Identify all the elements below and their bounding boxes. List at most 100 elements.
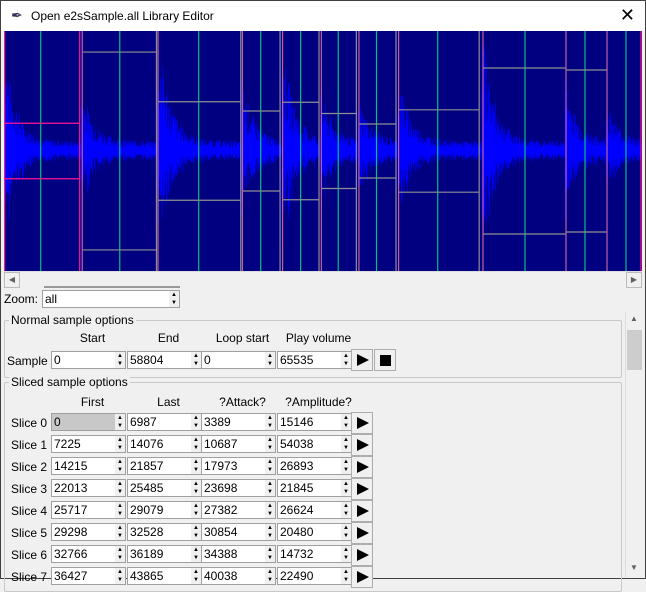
slice-first-spinbox[interactable]: ▲▼: [51, 545, 126, 563]
spin-arrows-icon[interactable]: ▲ ▼: [341, 502, 351, 518]
slice-last-spinbox-input[interactable]: [128, 436, 201, 452]
slice-last-spinbox-input[interactable]: [128, 502, 201, 518]
slice-first-spinbox[interactable]: ▲▼: [51, 501, 126, 519]
close-icon[interactable]: ✕: [619, 5, 635, 25]
slice-first-spinbox[interactable]: ▲▼: [51, 435, 126, 453]
play-button[interactable]: [351, 566, 373, 588]
slice-amplitude-spinbox-input[interactable]: [278, 414, 351, 430]
play-button[interactable]: [351, 456, 373, 478]
spin-arrows-icon[interactable]: ▲ ▼: [115, 524, 125, 540]
slice-last-spinbox[interactable]: ▲▼: [127, 413, 202, 431]
play-button[interactable]: [351, 349, 373, 371]
slice-last-spinbox[interactable]: ▲▼: [127, 545, 202, 563]
slice-amplitude-spinbox[interactable]: ▲▼: [277, 457, 352, 475]
slice-last-spinbox-input[interactable]: [128, 524, 201, 540]
slice-last-spinbox[interactable]: ▲▼: [127, 523, 202, 541]
spin-arrows-icon[interactable]: ▲ ▼: [191, 546, 201, 562]
sample-end-spinbox-input[interactable]: [128, 352, 201, 368]
play-button[interactable]: [351, 412, 373, 434]
spin-arrows-icon[interactable]: ▲ ▼: [191, 524, 201, 540]
slice-attack-spinbox-input[interactable]: [202, 436, 275, 452]
zoom-spinbox[interactable]: ▲▼: [42, 290, 180, 308]
slice-amplitude-spinbox-input[interactable]: [278, 546, 351, 562]
slice-last-spinbox[interactable]: ▲▼: [127, 457, 202, 475]
sample-loop-start-spinbox[interactable]: ▲▼: [201, 351, 276, 369]
slice-last-spinbox[interactable]: ▲▼: [127, 435, 202, 453]
play-button[interactable]: [351, 434, 373, 456]
slice-attack-spinbox[interactable]: ▲▼: [201, 435, 276, 453]
waveform-canvas[interactable]: [4, 31, 642, 271]
slice-attack-spinbox[interactable]: ▲▼: [201, 523, 276, 541]
slice-attack-spinbox-input[interactable]: [202, 458, 275, 474]
slice-first-spinbox-input[interactable]: [52, 524, 125, 540]
spin-arrows-icon[interactable]: ▲ ▼: [115, 414, 125, 430]
spin-arrows-icon[interactable]: ▲ ▼: [265, 546, 275, 562]
spin-arrows-icon[interactable]: ▲ ▼: [191, 502, 201, 518]
slice-attack-spinbox-input[interactable]: [202, 502, 275, 518]
spin-arrows-icon[interactable]: ▲ ▼: [265, 502, 275, 518]
spin-arrows-icon[interactable]: ▲ ▼: [341, 546, 351, 562]
slice-amplitude-spinbox[interactable]: ▲▼: [277, 545, 352, 563]
spin-arrows-icon[interactable]: ▲ ▼: [115, 546, 125, 562]
sample-start-spinbox[interactable]: ▲▼: [51, 351, 126, 369]
spin-arrows-icon[interactable]: ▲ ▼: [265, 458, 275, 474]
spin-arrows-icon[interactable]: ▲ ▼: [115, 502, 125, 518]
spin-arrows-icon[interactable]: ▲ ▼: [265, 524, 275, 540]
slice-attack-spinbox-input[interactable]: [202, 546, 275, 562]
spin-arrows-icon[interactable]: ▲ ▼: [191, 480, 201, 496]
slice-amplitude-spinbox[interactable]: ▲▼: [277, 479, 352, 497]
slice-amplitude-spinbox[interactable]: ▲▼: [277, 523, 352, 541]
slice-first-spinbox-input[interactable]: [52, 480, 125, 496]
slice-first-spinbox-input[interactable]: [52, 414, 116, 430]
spin-arrows-icon[interactable]: ▲ ▼: [265, 480, 275, 496]
sample-play-volume-spinbox-input[interactable]: [278, 352, 351, 368]
slice-amplitude-spinbox-input[interactable]: [278, 502, 351, 518]
slice-attack-spinbox[interactable]: ▲▼: [201, 479, 276, 497]
slice-first-spinbox-input[interactable]: [52, 458, 125, 474]
slice-attack-spinbox[interactable]: ▲▼: [201, 413, 276, 431]
slice-attack-spinbox[interactable]: ▲▼: [201, 457, 276, 475]
spin-arrows-icon[interactable]: ▲ ▼: [191, 458, 201, 474]
scroll-up-icon[interactable]: ▲: [626, 312, 642, 328]
slice-amplitude-spinbox-input[interactable]: [278, 458, 351, 474]
spin-arrows-icon[interactable]: ▲ ▼: [265, 414, 275, 430]
slice-attack-spinbox-input[interactable]: [202, 414, 275, 430]
slice-amplitude-spinbox-input[interactable]: [278, 524, 351, 540]
spin-arrows-icon[interactable]: ▲ ▼: [341, 352, 351, 368]
slice-last-spinbox-input[interactable]: [128, 414, 201, 430]
slice-first-spinbox[interactable]: ▲▼: [51, 457, 126, 475]
slice-first-spinbox[interactable]: ▲▼: [51, 523, 126, 541]
sample-end-spinbox[interactable]: ▲▼: [127, 351, 202, 369]
play-button[interactable]: [351, 522, 373, 544]
slice-first-spinbox[interactable]: ▲▼: [51, 413, 126, 431]
slice-last-spinbox[interactable]: ▲▼: [127, 567, 202, 585]
spin-arrows-icon[interactable]: ▲ ▼: [341, 568, 351, 584]
slice-amplitude-spinbox[interactable]: ▲▼: [277, 413, 352, 431]
sample-loop-start-spinbox-input[interactable]: [202, 352, 275, 368]
spin-arrows-icon[interactable]: ▲ ▼: [341, 524, 351, 540]
slice-amplitude-spinbox[interactable]: ▲▼: [277, 567, 352, 585]
slice-attack-spinbox[interactable]: ▲▼: [201, 501, 276, 519]
slice-attack-spinbox[interactable]: ▲▼: [201, 567, 276, 585]
sample-play-volume-spinbox[interactable]: ▲▼: [277, 351, 352, 369]
scrollbar-thumb[interactable]: [627, 330, 642, 370]
slice-first-spinbox[interactable]: ▲▼: [51, 479, 126, 497]
spin-arrows-icon[interactable]: ▲ ▼: [191, 414, 201, 430]
scrollbar-thumb[interactable]: [44, 286, 180, 288]
zoom-input[interactable]: [43, 291, 179, 307]
spin-arrows-icon[interactable]: ▲ ▼: [341, 480, 351, 496]
spin-arrows-icon[interactable]: ▲ ▼: [115, 568, 125, 584]
scroll-right-icon[interactable]: ▶: [626, 272, 642, 288]
slice-attack-spinbox-input[interactable]: [202, 524, 275, 540]
spin-arrows-icon[interactable]: ▲ ▼: [191, 568, 201, 584]
slice-amplitude-spinbox-input[interactable]: [278, 480, 351, 496]
slice-last-spinbox[interactable]: ▲▼: [127, 479, 202, 497]
scroll-down-icon[interactable]: ▼: [626, 561, 642, 577]
spin-arrows-icon[interactable]: ▲ ▼: [265, 436, 275, 452]
spin-arrows-icon[interactable]: ▲ ▼: [115, 458, 125, 474]
slice-amplitude-spinbox-input[interactable]: [278, 436, 351, 452]
spin-arrows-icon[interactable]: ▲ ▼: [265, 352, 275, 368]
horizontal-scrollbar[interactable]: ◀ ▶: [4, 271, 642, 288]
spin-arrows-icon[interactable]: ▲ ▼: [341, 436, 351, 452]
slice-first-spinbox-input[interactable]: [52, 436, 125, 452]
